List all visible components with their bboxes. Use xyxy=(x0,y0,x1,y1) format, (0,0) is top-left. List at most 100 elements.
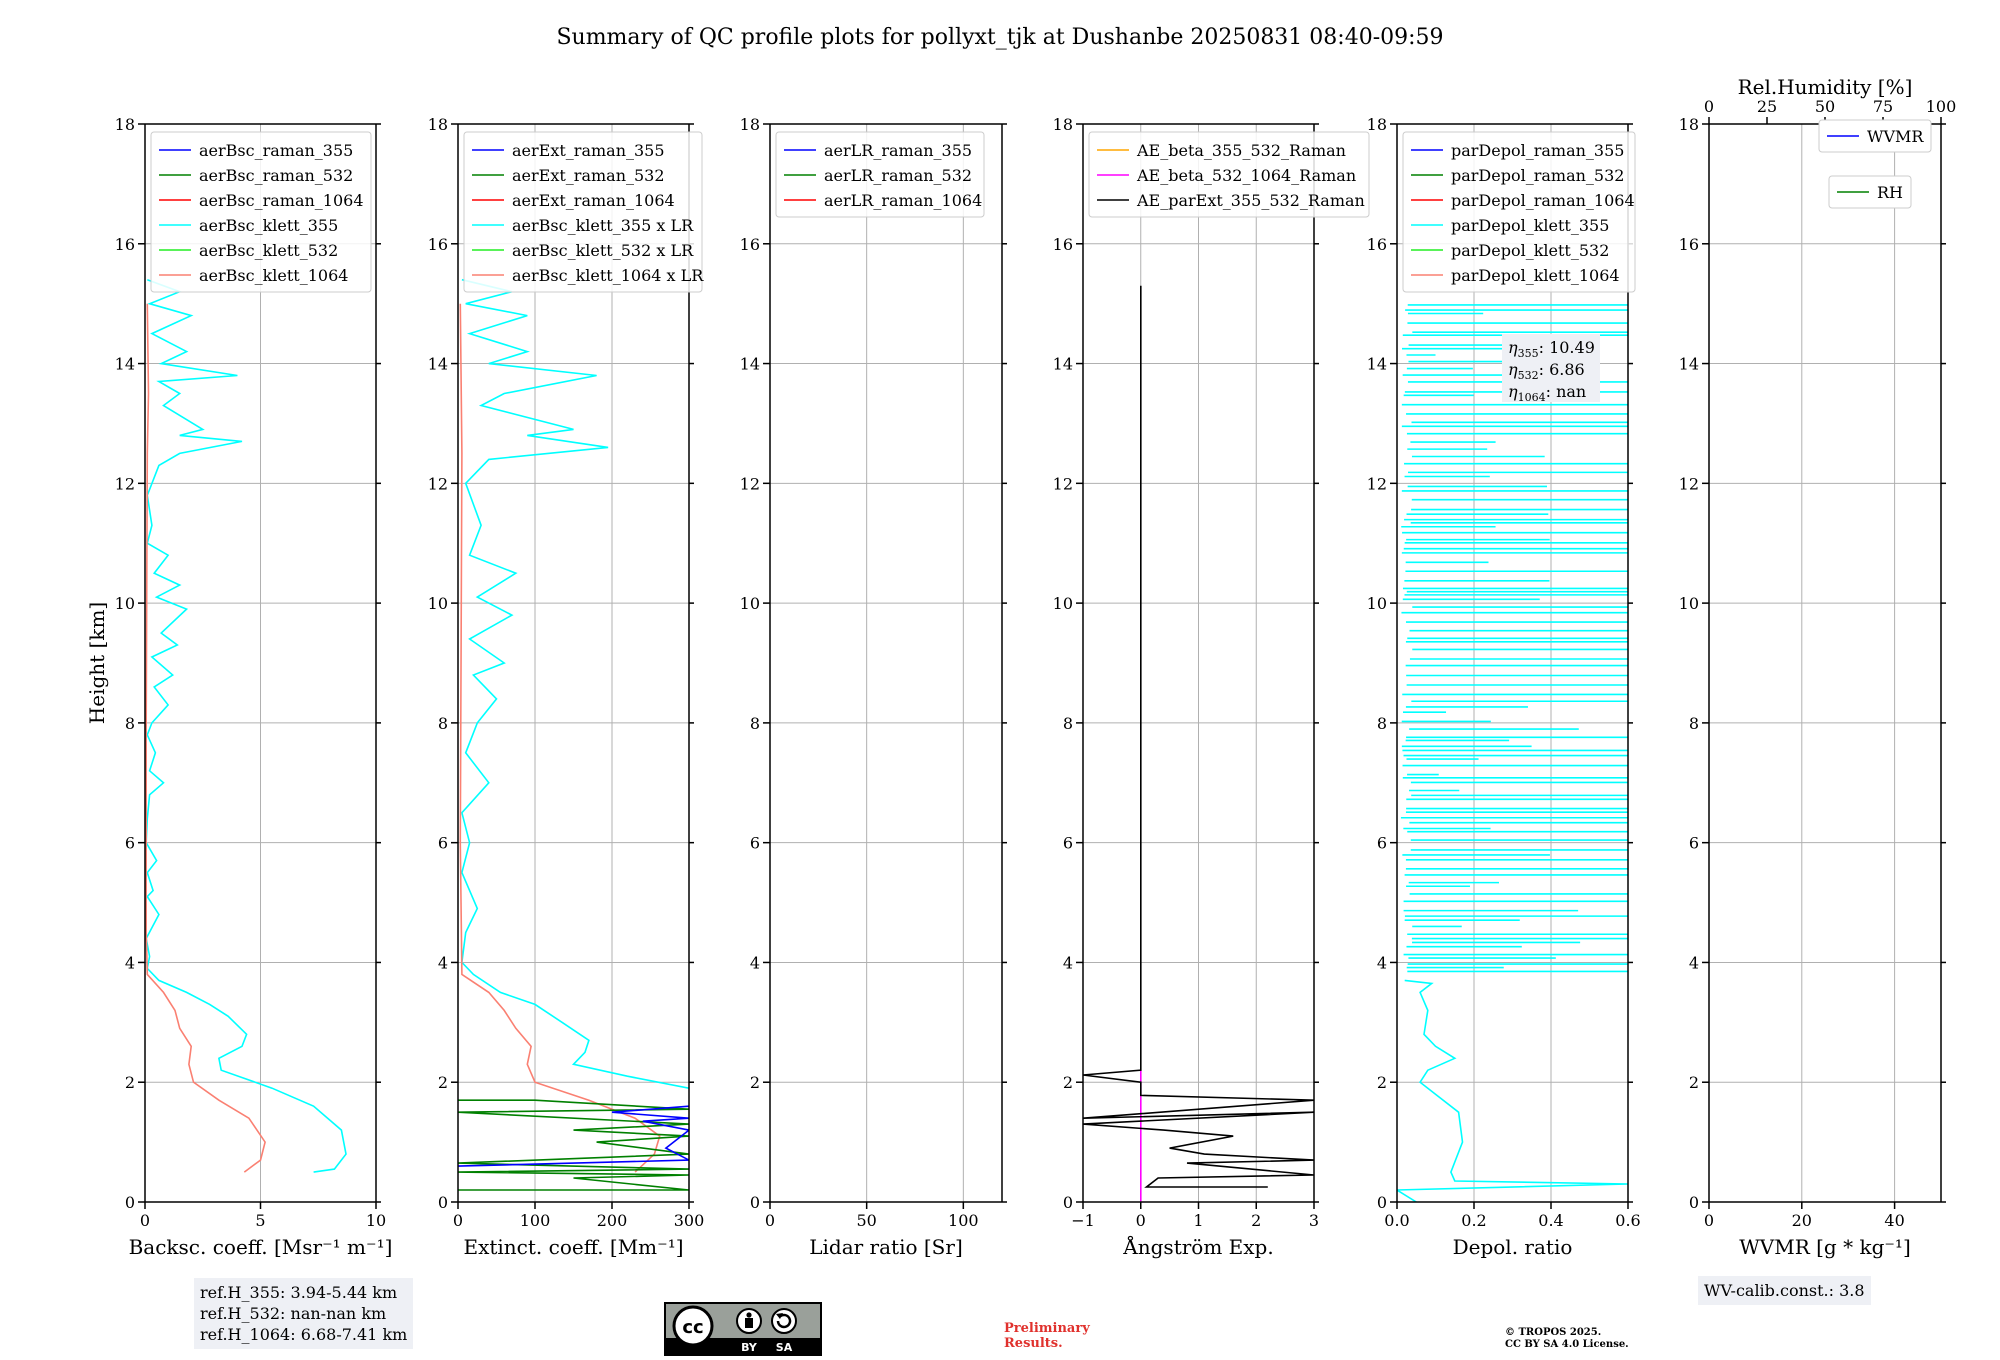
x-axis-label: Backsc. coeff. [Msr⁻¹ m⁻¹] xyxy=(129,1235,393,1259)
y-tick-label: 4 xyxy=(125,953,135,972)
preliminary-line-1: Preliminary xyxy=(1004,1321,1090,1336)
x-tick-label: 20 xyxy=(1792,1211,1812,1230)
y-tick-label: 12 xyxy=(1367,474,1387,493)
y-tick-label: 18 xyxy=(740,115,760,134)
legend-label: aerExt_raman_1064 xyxy=(512,191,675,210)
cc-mark-text: cc xyxy=(682,1317,703,1338)
y-tick-label: 16 xyxy=(1367,235,1387,254)
ref-h-1064: ref.H_1064: 6.68-7.41 km xyxy=(200,1325,408,1344)
legend-box xyxy=(1828,175,1912,209)
eta-number: : nan xyxy=(1546,382,1587,401)
legend-label: aerBsc_klett_532 x LR xyxy=(512,241,694,260)
series-ae-parext-355-532-raman xyxy=(1083,285,1314,1188)
eta-symbol: η xyxy=(1508,338,1518,357)
y-tick-label: 12 xyxy=(115,474,135,493)
legend-label: AE_beta_355_532_Raman xyxy=(1136,141,1346,160)
plot-area xyxy=(1397,304,1628,1202)
plot-area xyxy=(1083,285,1314,1202)
x-tick-label: 300 xyxy=(674,1211,705,1230)
x-tick-label: −1 xyxy=(1071,1211,1095,1230)
y-tick-label: 6 xyxy=(1689,834,1699,853)
y-tick-label: 8 xyxy=(1063,714,1073,733)
x-tick-label: 100 xyxy=(520,1211,551,1230)
legend-label: parDepol_raman_355 xyxy=(1451,141,1624,160)
y-tick-label: 14 xyxy=(428,355,448,374)
y-tick-label: 4 xyxy=(1377,953,1387,972)
legend-box xyxy=(1088,131,1370,218)
series-aerbsc-klett-1064-x-lr xyxy=(459,303,661,1173)
y-tick-label: 2 xyxy=(750,1073,760,1092)
x-tick-label: 100 xyxy=(948,1211,979,1230)
x-tick-label: 0.6 xyxy=(1615,1211,1640,1230)
top-tick-label: 75 xyxy=(1873,97,1893,116)
plot-area xyxy=(145,278,347,1173)
y-tick-label: 10 xyxy=(1367,594,1387,613)
x-tick-label: 50 xyxy=(856,1211,876,1230)
copyright-note: © TROPOS 2025. CC BY SA 4.0 License. xyxy=(1505,1327,1629,1351)
series-aerbsc-klett-355 xyxy=(145,278,347,1173)
legend-label: aerBsc_klett_355 xyxy=(199,216,338,235)
y-tick-label: 0 xyxy=(438,1193,448,1212)
legend-label: AE_parExt_355_532_Raman xyxy=(1136,191,1365,210)
y-tick-label: 8 xyxy=(750,714,760,733)
plot-area xyxy=(458,278,689,1191)
y-tick-label: 12 xyxy=(428,474,448,493)
y-tick-label: 18 xyxy=(115,115,135,134)
y-tick-label: 8 xyxy=(1377,714,1387,733)
eta-number: : 6.86 xyxy=(1539,360,1585,379)
cc-logo-icon: cc BY SA xyxy=(666,1305,820,1354)
y-tick-label: 0 xyxy=(1063,1193,1073,1212)
series-pardepol-klett-355 xyxy=(1397,979,1628,1202)
y-tick-label: 6 xyxy=(438,834,448,853)
y-tick-label: 10 xyxy=(1053,594,1073,613)
y-tick-label: 14 xyxy=(740,355,760,374)
x-axis-label: Extinct. coeff. [Mm⁻¹] xyxy=(463,1235,683,1259)
ref-height-box: ref.H_355: 3.94-5.44 km ref.H_532: nan-n… xyxy=(194,1278,414,1349)
sa-share-icon xyxy=(771,1308,797,1334)
legend-box xyxy=(1402,131,1636,293)
rh-axis-label: Rel.Humidity [%] xyxy=(1738,75,1913,99)
y-tick-label: 2 xyxy=(125,1073,135,1092)
y-tick-label: 2 xyxy=(1689,1073,1699,1092)
y-tick-label: 18 xyxy=(1053,115,1073,134)
y-tick-label: 2 xyxy=(1377,1073,1387,1092)
wv-calib-box: WV-calib.const.: 3.8 xyxy=(1698,1276,1871,1305)
eta-box xyxy=(1502,334,1600,402)
legend-label: aerLR_raman_1064 xyxy=(824,191,982,210)
eta-symbol: η xyxy=(1508,360,1518,379)
legend-label: parDepol_klett_532 xyxy=(1451,241,1609,260)
top-tick-label: 0 xyxy=(1704,97,1714,116)
y-tick-label: 14 xyxy=(1679,355,1699,374)
top-tick-label: 50 xyxy=(1815,97,1835,116)
y-tick-label: 12 xyxy=(1053,474,1073,493)
panel-wv: 0 2 4 6 8 10 12 14 16 18 0 20 40 WVMR [g * kg⁻¹] 0 25 50… xyxy=(1679,75,1957,1259)
copyright-line-2: CC BY SA 4.0 License. xyxy=(1505,1339,1629,1350)
x-axis-label: Lidar ratio [Sr] xyxy=(809,1235,963,1259)
y-tick-label: 16 xyxy=(428,235,448,254)
legend-box xyxy=(1818,119,1932,153)
eta-value: η355: 10.49 xyxy=(1508,338,1595,360)
series-aerext-raman-355 xyxy=(458,1105,689,1167)
y-tick-label: 16 xyxy=(1053,235,1073,254)
legend-label: WVMR xyxy=(1867,127,1924,146)
preliminary-note: Preliminary Results. xyxy=(1004,1321,1090,1351)
y-tick-label: 2 xyxy=(1063,1073,1073,1092)
series-aerbsc-klett-1064 xyxy=(145,303,266,1173)
legend-label: aerBsc_klett_1064 xyxy=(199,266,348,285)
x-tick-label: 2 xyxy=(1251,1211,1261,1230)
top-tick-label: 100 xyxy=(1926,97,1957,116)
y-tick-label: 4 xyxy=(750,953,760,972)
legend-label: aerExt_raman_355 xyxy=(512,141,665,160)
legend-label: parDepol_klett_1064 xyxy=(1451,266,1620,285)
y-tick-label: 8 xyxy=(438,714,448,733)
y-tick-label: 6 xyxy=(1377,834,1387,853)
legend-label: parDepol_klett_355 xyxy=(1451,216,1609,235)
legend-box xyxy=(463,131,703,293)
eta-value: η532: 6.86 xyxy=(1508,360,1585,382)
x-tick-label: 3 xyxy=(1309,1211,1319,1230)
y-tick-label: 10 xyxy=(740,594,760,613)
legend-box xyxy=(150,131,372,293)
y-tick-label: 0 xyxy=(750,1193,760,1212)
y-tick-label: 0 xyxy=(125,1193,135,1212)
